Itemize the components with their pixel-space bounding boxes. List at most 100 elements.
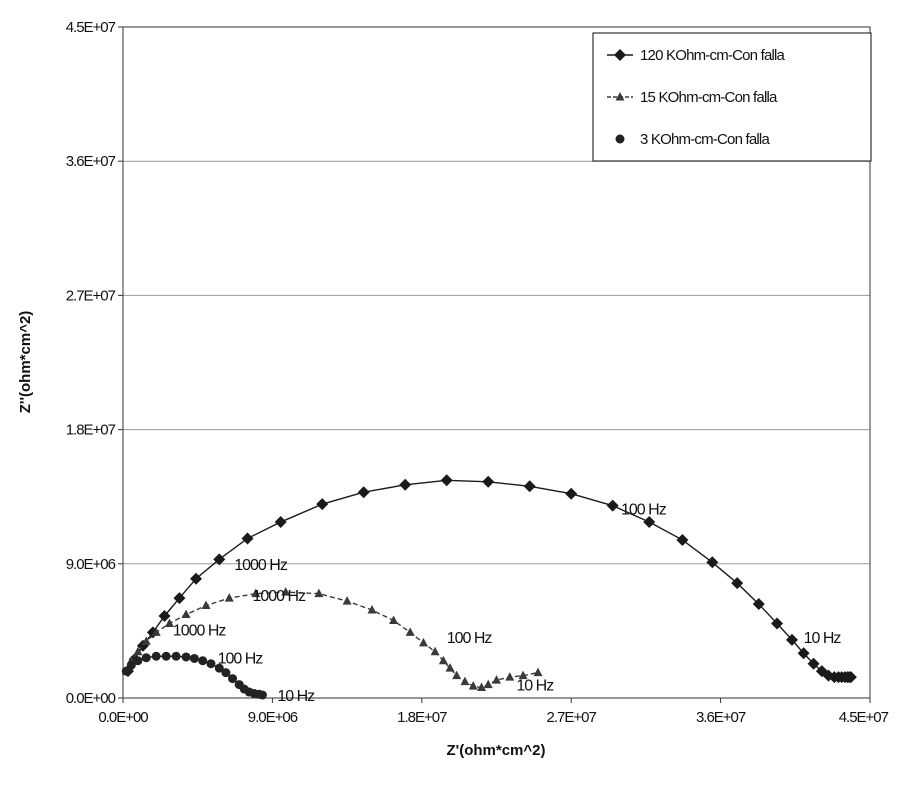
legend-marker bbox=[615, 92, 625, 101]
data-point bbox=[133, 656, 143, 666]
data-point bbox=[171, 651, 181, 661]
data-point bbox=[482, 475, 495, 488]
x-tick-label: 9.0E+06 bbox=[248, 709, 298, 726]
series-line bbox=[127, 479, 851, 678]
data-point bbox=[468, 681, 478, 690]
data-point bbox=[158, 609, 171, 622]
y-tick-label: 1.8E+07 bbox=[66, 422, 116, 439]
data-point bbox=[151, 627, 161, 636]
data-point bbox=[389, 615, 399, 624]
data-point bbox=[357, 486, 370, 499]
data-point bbox=[445, 663, 455, 672]
y-tick-label: 4.5E+07 bbox=[66, 19, 116, 36]
data-point bbox=[126, 660, 136, 670]
tick-layer: 0.0E+00 9.0E+06 1.8E+07 2.7E+07 3.6E+07 4.5E+… bbox=[66, 19, 890, 726]
legend-marker bbox=[614, 49, 626, 61]
data-point bbox=[483, 679, 493, 689]
data-point bbox=[141, 636, 151, 645]
data-point bbox=[181, 652, 191, 662]
data-point bbox=[214, 663, 224, 673]
data-point bbox=[518, 670, 528, 680]
legend-item: 3 KOhm-cm-Con falla bbox=[615, 131, 771, 148]
data-point bbox=[430, 646, 440, 656]
data-point bbox=[133, 646, 143, 656]
data-point bbox=[241, 532, 254, 545]
data-point bbox=[342, 596, 352, 605]
y-tick-label: 9.0E+06 bbox=[66, 556, 116, 573]
data-point bbox=[565, 487, 578, 500]
y-tick-label: 3.6E+07 bbox=[66, 153, 116, 170]
data-point bbox=[316, 498, 329, 511]
x-axis-title: Z'(ohm*cm^2) bbox=[446, 742, 545, 759]
x-tick-label: 3.6E+07 bbox=[696, 709, 746, 726]
plot-frame bbox=[122, 26, 871, 699]
data-point bbox=[224, 593, 234, 602]
data-point bbox=[161, 651, 171, 661]
legend-label: 120 KOhm-cm-Con falla bbox=[640, 47, 786, 64]
data-point bbox=[190, 572, 203, 585]
frequency-annotation: 10 Hz bbox=[277, 688, 315, 705]
data-point bbox=[281, 587, 291, 596]
frequency-annotation: 1000 Hz bbox=[234, 557, 288, 574]
data-point bbox=[189, 653, 199, 663]
data-point bbox=[460, 676, 470, 686]
data-point bbox=[251, 588, 261, 598]
data-point bbox=[314, 588, 324, 598]
data-point bbox=[676, 533, 689, 546]
data-point bbox=[274, 516, 287, 529]
data-point bbox=[440, 474, 453, 487]
legend-item: 15 KOhm-cm-Con falla bbox=[607, 89, 779, 106]
frequency-annotation: 1000 Hz bbox=[252, 588, 306, 605]
data-point bbox=[405, 627, 415, 636]
frequency-annotation: 100 Hz bbox=[218, 651, 264, 668]
legend: 120 KOhm-cm-Con falla 15 KOhm-cm-Con fall… bbox=[592, 32, 872, 162]
data-point bbox=[367, 605, 377, 614]
data-point bbox=[523, 480, 536, 493]
legend-label: 3 KOhm-cm-Con falla bbox=[640, 131, 770, 148]
data-point bbox=[151, 651, 161, 661]
data-point bbox=[438, 655, 448, 665]
data-point bbox=[477, 682, 487, 692]
data-point bbox=[731, 577, 744, 590]
series-2 bbox=[121, 587, 543, 692]
data-point bbox=[643, 516, 656, 529]
data-point bbox=[257, 690, 267, 700]
data-point bbox=[418, 637, 428, 647]
data-point bbox=[807, 657, 820, 670]
frequency-annotation: 100 Hz bbox=[621, 502, 667, 519]
data-point bbox=[399, 478, 412, 491]
data-point bbox=[121, 666, 131, 676]
data-point bbox=[173, 592, 186, 605]
data-point bbox=[213, 553, 226, 566]
legend-label: 15 KOhm-cm-Con falla bbox=[640, 89, 778, 106]
data-point bbox=[141, 653, 151, 663]
data-point bbox=[228, 674, 238, 684]
frequency-annotation: 10 Hz bbox=[516, 678, 554, 695]
legend-box bbox=[592, 32, 872, 162]
data-point bbox=[452, 670, 462, 680]
frequency-annotation: 100 Hz bbox=[447, 630, 493, 647]
series-layer bbox=[121, 474, 857, 700]
series-1 bbox=[121, 474, 857, 684]
x-tick-label: 1.8E+07 bbox=[397, 709, 447, 726]
data-point bbox=[533, 667, 543, 677]
data-point bbox=[771, 617, 784, 630]
y-tick-label: 0.0E+00 bbox=[66, 690, 116, 707]
data-point bbox=[181, 609, 191, 618]
data-point bbox=[752, 598, 765, 611]
data-point bbox=[797, 647, 810, 660]
y-axis-title: Z''(ohm*cm^2) bbox=[17, 311, 34, 414]
frequency-annotation: 1000 Hz bbox=[173, 622, 227, 639]
legend-marker bbox=[615, 134, 625, 144]
data-point bbox=[505, 672, 515, 681]
x-tick-label: 0.0E+00 bbox=[98, 709, 148, 726]
x-tick-label: 2.7E+07 bbox=[547, 709, 597, 726]
series-3 bbox=[121, 651, 267, 700]
data-point bbox=[164, 618, 174, 627]
annotation-layer: 1000 Hz 100 Hz 10 Hz 1000 Hz 100 Hz 10 Hz 1000… bbox=[173, 502, 843, 705]
data-point bbox=[206, 659, 216, 669]
data-point bbox=[606, 499, 619, 512]
frequency-annotation: 10 Hz bbox=[804, 630, 842, 647]
data-point bbox=[492, 675, 501, 684]
